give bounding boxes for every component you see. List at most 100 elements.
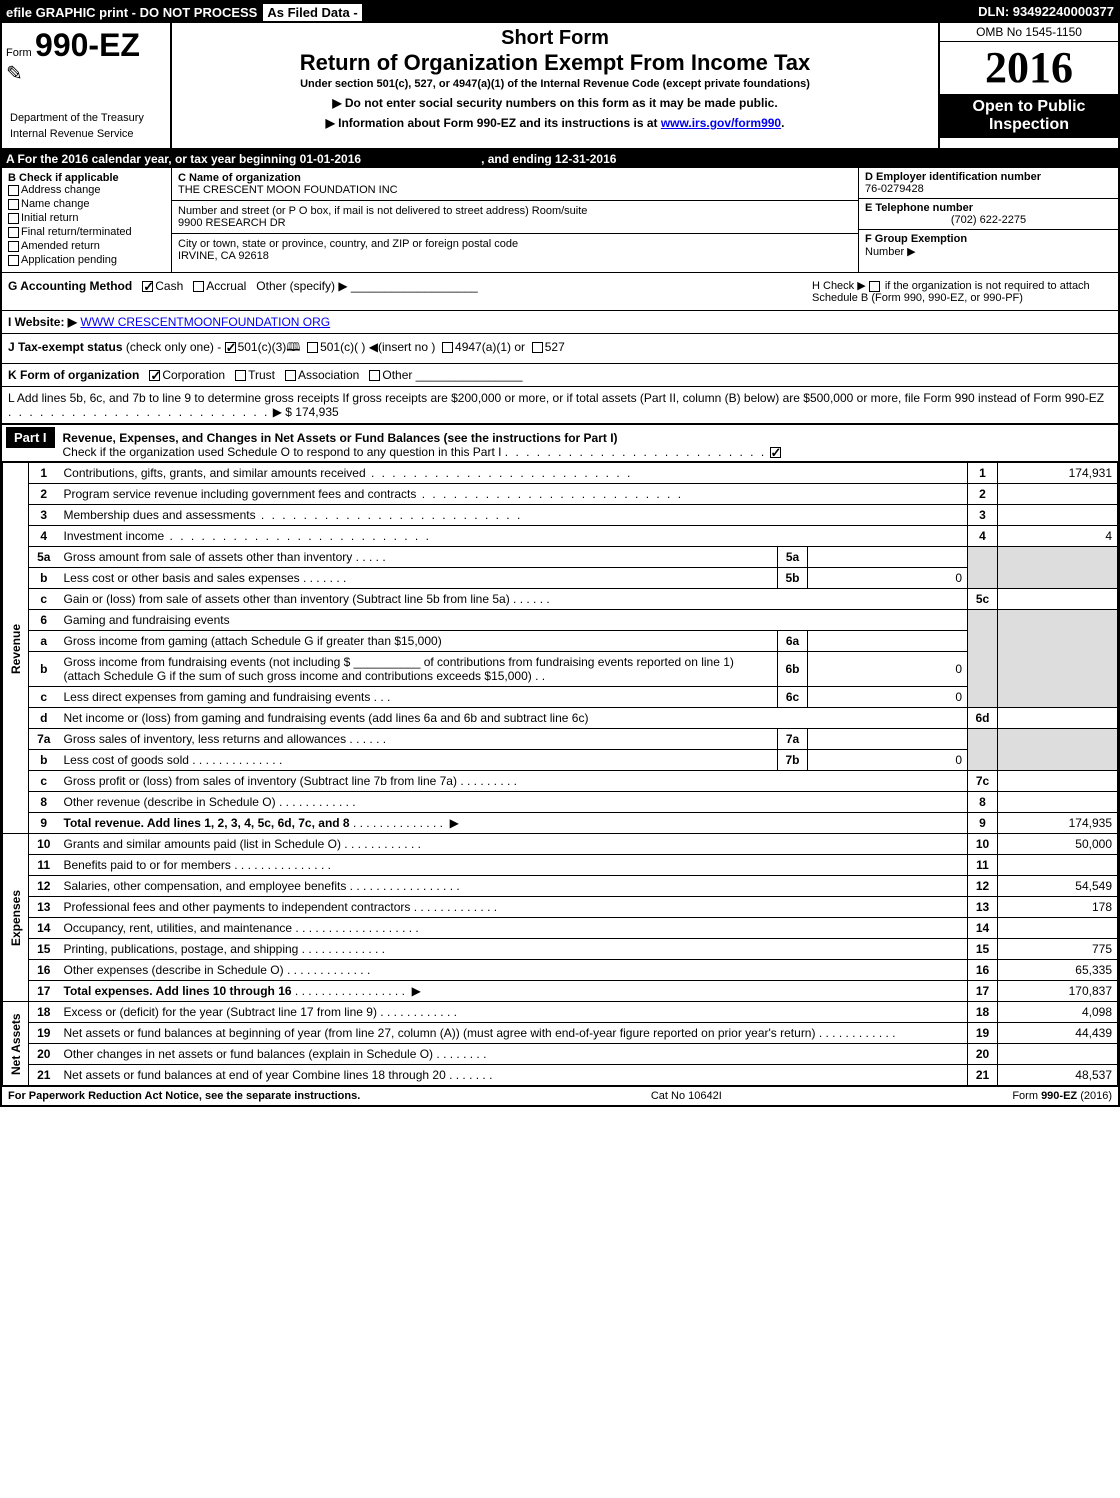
addr-label: Number and street (or P O box, if mail i… [178, 205, 852, 217]
cb-accrual[interactable] [193, 281, 204, 292]
l2-rno: 2 [968, 484, 998, 505]
expenses-side-label: Expenses [3, 834, 29, 1002]
l14-no: 14 [29, 918, 59, 939]
cb-initial-return[interactable] [8, 213, 19, 224]
inspection: Inspection [942, 116, 1116, 134]
l18-rno: 18 [968, 1002, 998, 1023]
cb4-label: Final return/terminated [21, 226, 132, 238]
l2-amt [998, 484, 1118, 505]
i-label: I Website: ▶ [8, 315, 77, 329]
header-center: Short Form Return of Organization Exempt… [172, 23, 938, 148]
l5b-mno: 5b [778, 568, 808, 589]
header-row: Form 990-EZ ✎ Department of the Treasury… [2, 23, 1118, 150]
l6d-desc: Net income or (loss) from gaming and fun… [64, 711, 589, 725]
l12-desc: Salaries, other compensation, and employ… [64, 879, 347, 893]
l5c-no: c [29, 589, 59, 610]
omb-number: OMB No 1545-1150 [940, 23, 1118, 42]
l6d-rno: 6d [968, 708, 998, 729]
l4-desc: Investment income [64, 529, 165, 543]
501c-label: 501(c)( ) ◀(insert no ) [320, 340, 435, 354]
corp-label: Corporation [162, 368, 225, 382]
form-number-block: Form 990-EZ ✎ Department of the Treasury… [2, 23, 172, 148]
cb-501c3[interactable] [225, 342, 236, 353]
cb-501c[interactable] [307, 342, 318, 353]
d-label: D Employer identification number [865, 171, 1112, 183]
irs-link[interactable]: www.irs.gov/form990 [661, 116, 781, 130]
cb-cash[interactable] [142, 281, 153, 292]
l6a-desc: Gross income from gaming (attach Schedul… [64, 634, 442, 648]
instr2-text: ▶ Information about Form 990-EZ and its … [326, 116, 661, 130]
l14-rno: 14 [968, 918, 998, 939]
tax-year: 2016 [940, 42, 1118, 94]
cb-name-change[interactable] [8, 199, 19, 210]
cb6-label: Application pending [21, 254, 117, 266]
l14-amt [998, 918, 1118, 939]
cb-association[interactable] [285, 370, 296, 381]
l1-amt: 174,931 [998, 463, 1118, 484]
l6-desc: Gaming and fundraising events [59, 610, 968, 631]
l7c-no: c [29, 771, 59, 792]
info-instruction: ▶ Information about Form 990-EZ and its … [180, 116, 930, 130]
cb-application-pending[interactable] [8, 255, 19, 266]
accrual-label: Accrual [206, 279, 246, 293]
city-label: City or town, state or province, country… [178, 238, 852, 250]
b-label: B Check if applicable [8, 172, 165, 184]
cb-amended-return[interactable] [8, 241, 19, 252]
l8-rno: 8 [968, 792, 998, 813]
open-public: Open to Public [942, 98, 1116, 116]
cb-other-org[interactable] [369, 370, 380, 381]
l19-desc: Net assets or fund balances at beginning… [64, 1026, 816, 1040]
l7b-mno: 7b [778, 750, 808, 771]
l6c-mno: 6c [778, 687, 808, 708]
website-link[interactable]: WWW CRESCENTMOONFOUNDATION ORG [80, 315, 330, 329]
cb-trust[interactable] [235, 370, 246, 381]
col-b: B Check if applicable Address change Nam… [2, 168, 172, 272]
page-footer: For Paperwork Reduction Act Notice, see … [2, 1086, 1118, 1105]
l17-no: 17 [29, 981, 59, 1002]
501c3-label: 501(c)(3) [238, 340, 287, 354]
cb-schedule-o[interactable] [770, 447, 781, 458]
cb-schedule-b[interactable] [869, 281, 880, 292]
l1-rno: 1 [968, 463, 998, 484]
l4-no: 4 [29, 526, 59, 547]
cb-527[interactable] [532, 342, 543, 353]
cb-address-change[interactable] [8, 185, 19, 196]
l21-no: 21 [29, 1065, 59, 1086]
l7a-desc: Gross sales of inventory, less returns a… [64, 732, 347, 746]
other-specify: Other (specify) ▶ [256, 279, 347, 293]
l7a-no: 7a [29, 729, 59, 750]
j-label: J Tax-exempt status [8, 340, 123, 354]
l10-desc: Grants and similar amounts paid (list in… [64, 837, 341, 851]
l2-no: 2 [29, 484, 59, 505]
l17-amt: 170,837 [998, 981, 1118, 1002]
l18-desc: Excess or (deficit) for the year (Subtra… [64, 1005, 377, 1019]
l13-desc: Professional fees and other payments to … [64, 900, 411, 914]
cb-4947[interactable] [442, 342, 453, 353]
j-text: (check only one) - [126, 340, 225, 354]
l3-no: 3 [29, 505, 59, 526]
4947-label: 4947(a)(1) or [455, 340, 525, 354]
l16-amt: 65,335 [998, 960, 1118, 981]
footer-cat-no: Cat No 10642I [651, 1090, 722, 1102]
efile-label: efile GRAPHIC print - DO NOT PROCESS [6, 5, 257, 20]
row-g-h: G Accounting Method Cash Accrual Other (… [2, 273, 1118, 311]
l1-no: 1 [29, 463, 59, 484]
l13-amt: 178 [998, 897, 1118, 918]
row-i: I Website: ▶ WWW CRESCENTMOONFOUNDATION … [2, 311, 1118, 334]
cb-corporation[interactable] [149, 370, 160, 381]
l15-rno: 15 [968, 939, 998, 960]
l10-amt: 50,000 [998, 834, 1118, 855]
l11-rno: 11 [968, 855, 998, 876]
form-title: Return of Organization Exempt From Incom… [180, 50, 930, 76]
l7c-desc: Gross profit or (loss) from sales of inv… [64, 774, 457, 788]
ein-value: 76-0279428 [865, 183, 1112, 195]
part1-table: Revenue 1 Contributions, gifts, grants, … [2, 462, 1118, 1086]
header-right: OMB No 1545-1150 2016 Open to Public Ins… [938, 23, 1118, 148]
cb-final-return[interactable] [8, 227, 19, 238]
l18-amt: 4,098 [998, 1002, 1118, 1023]
l6b-desc1: Gross income from fundraising events (no… [64, 655, 351, 669]
l-amount: ▶ $ 174,935 [273, 405, 339, 419]
row-l: L Add lines 5b, 6c, and 7b to line 9 to … [2, 387, 1118, 425]
527-label: 527 [545, 340, 565, 354]
cash-label: Cash [155, 279, 183, 293]
